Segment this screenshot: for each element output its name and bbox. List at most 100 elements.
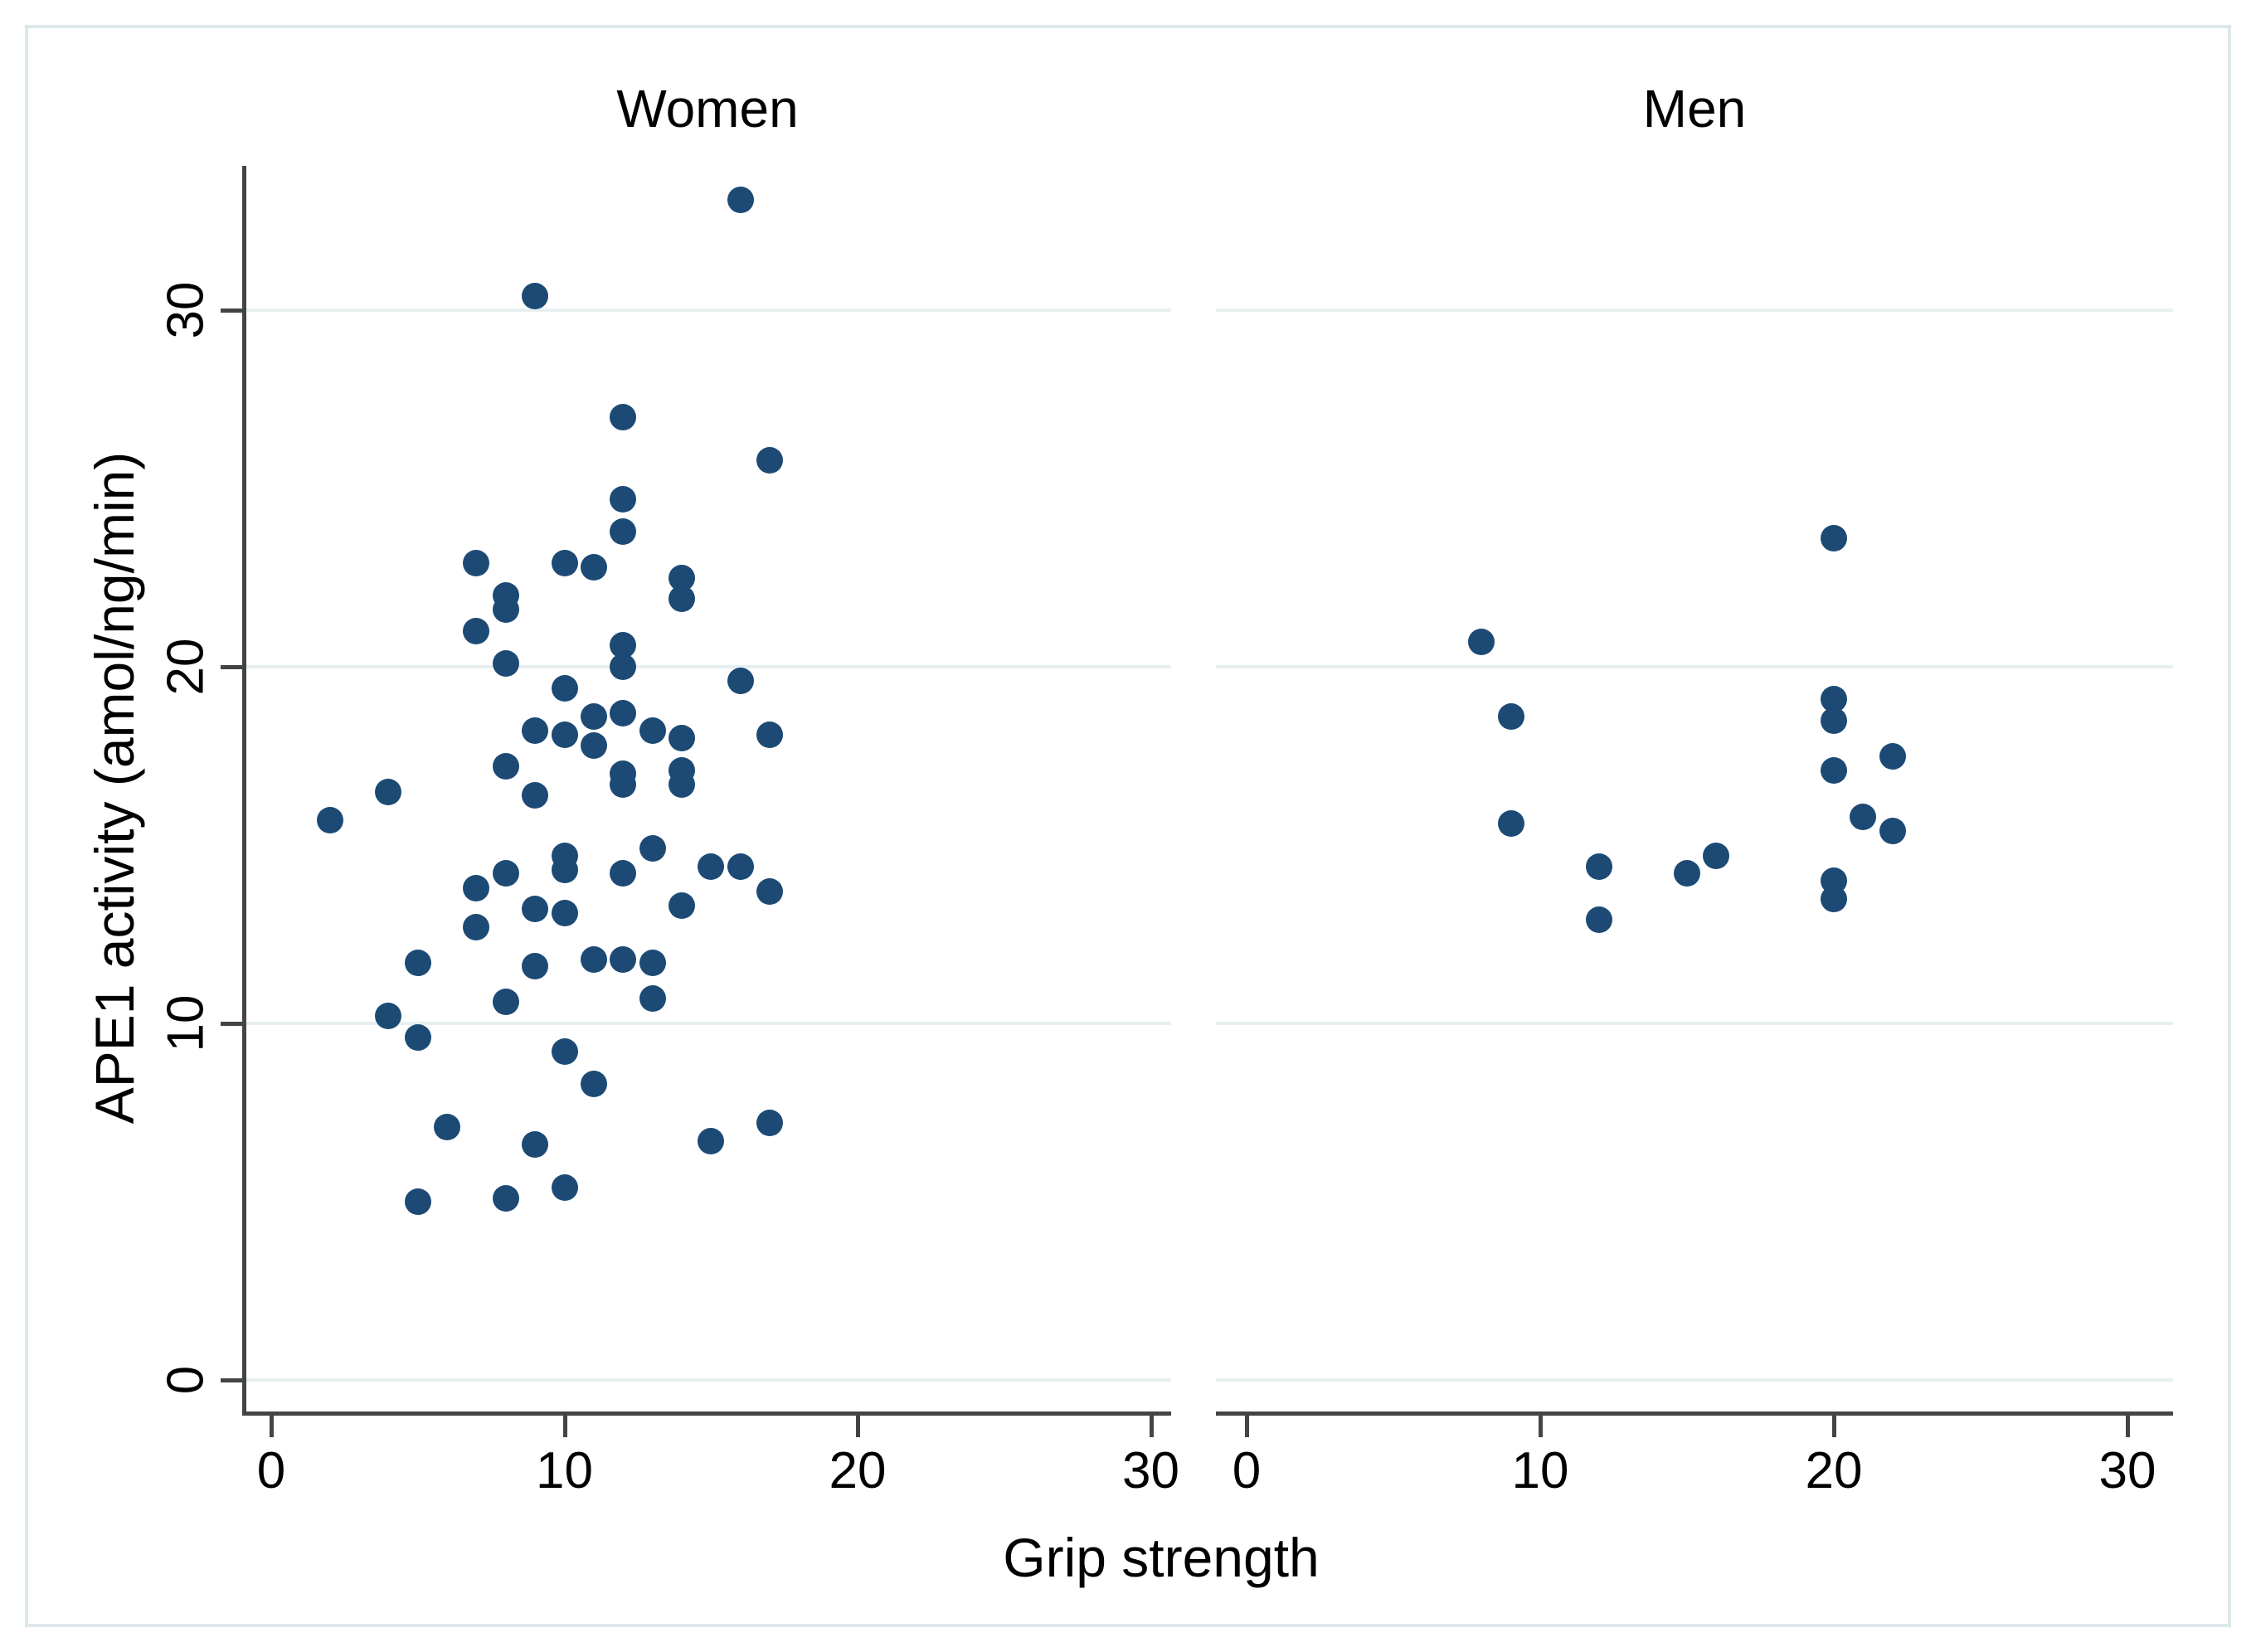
- data-point: [522, 781, 549, 809]
- data-point: [756, 721, 783, 748]
- data-point: [1850, 803, 1877, 830]
- data-point: [756, 446, 783, 474]
- data-point: [727, 186, 754, 213]
- data-point: [551, 899, 578, 926]
- data-point: [1879, 742, 1906, 770]
- data-point: [492, 1184, 519, 1212]
- y-tick-30: [221, 309, 242, 313]
- y-tick-0: [221, 1378, 242, 1382]
- x-axis-label: Grip strength: [1003, 1527, 1320, 1588]
- x-tick-label-30: 30: [1122, 1442, 1179, 1499]
- data-point: [610, 699, 637, 726]
- x-tick-label-10: 10: [1511, 1442, 1569, 1499]
- data-point: [463, 618, 490, 644]
- y-tick-label-20: 20: [157, 638, 215, 696]
- data-point: [639, 835, 666, 862]
- data-point: [522, 1131, 549, 1159]
- x-tick-10: [1539, 1416, 1543, 1437]
- data-point: [727, 853, 754, 880]
- panel-title-women: Women: [616, 79, 799, 138]
- y-axis-label: APE1 activity (amol/ng/min): [84, 451, 145, 1125]
- y-tick-label-0: 0: [157, 1365, 215, 1395]
- data-point: [756, 877, 783, 905]
- data-point: [639, 984, 666, 1012]
- data-point: [551, 1038, 578, 1066]
- data-point: [580, 731, 607, 759]
- data-point: [1497, 703, 1524, 731]
- data-point: [492, 989, 519, 1016]
- panel-title-men: Men: [1642, 79, 1747, 138]
- x-tick-0: [1245, 1416, 1249, 1437]
- data-point: [580, 1071, 607, 1098]
- data-point: [463, 874, 490, 901]
- y-tick-label-10: 10: [157, 994, 215, 1052]
- data-point: [668, 770, 695, 798]
- gridline-y10: [244, 1022, 1171, 1025]
- x-tick-label-0: 0: [1232, 1442, 1262, 1499]
- data-point: [610, 404, 637, 430]
- data-point: [522, 717, 549, 745]
- data-point: [463, 913, 490, 940]
- gridline-y20: [1216, 665, 2173, 668]
- data-point: [551, 550, 578, 577]
- data-point: [1585, 906, 1612, 934]
- x-tick-label-0: 0: [256, 1442, 286, 1499]
- data-point: [580, 945, 607, 973]
- data-point: [1497, 810, 1524, 838]
- data-point: [1468, 628, 1495, 655]
- data-point: [522, 282, 549, 309]
- data-point: [1821, 756, 1847, 784]
- figure-frame: [25, 25, 2231, 1627]
- data-point: [463, 550, 490, 577]
- data-point: [610, 654, 637, 680]
- data-point: [1821, 885, 1847, 912]
- x-tick-20: [1832, 1416, 1836, 1437]
- data-point: [522, 896, 549, 923]
- data-point: [522, 953, 549, 980]
- data-point: [434, 1113, 461, 1140]
- data-point: [551, 857, 578, 884]
- gridline-y20: [244, 665, 1171, 668]
- data-point: [668, 585, 695, 613]
- x-tick-30: [1149, 1416, 1154, 1437]
- x-axis-line: [244, 1411, 1171, 1416]
- gridline-y30: [244, 309, 1171, 312]
- data-point: [404, 1188, 431, 1215]
- x-tick-10: [562, 1416, 567, 1437]
- data-point: [1703, 842, 1730, 869]
- data-point: [610, 485, 637, 513]
- data-point: [492, 753, 519, 780]
- x-tick-label-20: 20: [1805, 1442, 1863, 1499]
- data-point: [610, 860, 637, 887]
- x-tick-label-30: 30: [2098, 1442, 2156, 1499]
- data-point: [404, 1024, 431, 1052]
- data-point: [639, 717, 666, 745]
- data-point: [551, 721, 578, 748]
- data-point: [1674, 860, 1700, 887]
- data-point: [551, 674, 578, 702]
- y-tick-10: [221, 1022, 242, 1026]
- data-point: [580, 553, 607, 581]
- data-point: [580, 703, 607, 731]
- data-point: [492, 860, 519, 887]
- x-tick-20: [856, 1416, 860, 1437]
- data-point: [610, 517, 637, 545]
- data-point: [404, 949, 431, 976]
- gridline-y0: [1216, 1378, 2173, 1382]
- data-point: [375, 1003, 402, 1030]
- y-axis-line: [242, 166, 246, 1416]
- data-point: [698, 1127, 725, 1154]
- data-point: [756, 1110, 783, 1137]
- data-point: [727, 668, 754, 695]
- x-tick-30: [2126, 1416, 2130, 1437]
- data-point: [639, 949, 666, 976]
- data-point: [698, 853, 725, 880]
- data-point: [1879, 817, 1906, 844]
- x-tick-label-10: 10: [536, 1442, 593, 1499]
- y-tick-label-30: 30: [157, 281, 215, 339]
- x-tick-label-20: 20: [829, 1442, 887, 1499]
- gridline-y10: [1216, 1022, 2173, 1025]
- data-point: [316, 806, 343, 833]
- x-tick-0: [270, 1416, 274, 1437]
- gridline-y30: [1216, 309, 2173, 312]
